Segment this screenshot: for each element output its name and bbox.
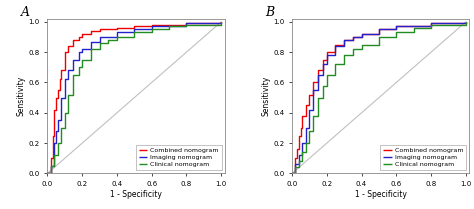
Imaging nomogram xyxy=(78,51,83,54)
Text: B: B xyxy=(265,6,274,19)
Combined nomogram xyxy=(300,115,305,117)
Combined nomogram xyxy=(45,172,50,175)
Imaging nomogram xyxy=(289,172,295,175)
Clinical nomogram xyxy=(88,48,94,50)
Combined nomogram xyxy=(73,39,79,41)
Clinical nomogram xyxy=(376,36,382,38)
Y-axis label: Sensitivity: Sensitivity xyxy=(17,76,26,116)
Clinical nomogram xyxy=(149,28,155,31)
Clinical nomogram xyxy=(294,166,300,169)
Clinical nomogram xyxy=(365,43,370,46)
Y-axis label: Sensitivity: Sensitivity xyxy=(261,76,270,116)
Clinical nomogram xyxy=(376,43,382,46)
Clinical nomogram xyxy=(65,93,71,96)
Combined nomogram xyxy=(58,69,64,72)
Imaging nomogram xyxy=(411,25,417,28)
Clinical nomogram xyxy=(219,21,224,23)
Combined nomogram xyxy=(324,51,329,54)
Imaging nomogram xyxy=(301,142,307,144)
Text: A: A xyxy=(21,6,30,19)
Combined nomogram xyxy=(350,36,356,38)
Imaging nomogram xyxy=(359,33,365,35)
Imaging nomogram xyxy=(210,22,215,25)
Imaging nomogram xyxy=(463,21,469,23)
Imaging nomogram xyxy=(297,154,303,157)
Combined nomogram xyxy=(131,25,137,28)
Line: Combined nomogram: Combined nomogram xyxy=(292,22,466,173)
Combined nomogram xyxy=(219,21,224,23)
Clinical nomogram xyxy=(393,36,399,38)
Clinical nomogram xyxy=(62,112,68,114)
Combined nomogram xyxy=(310,93,316,96)
Line: Combined nomogram: Combined nomogram xyxy=(47,22,221,173)
Combined nomogram xyxy=(463,21,469,23)
Clinical nomogram xyxy=(463,21,469,23)
Imaging nomogram xyxy=(56,119,62,122)
Combined nomogram xyxy=(55,96,60,99)
X-axis label: 1 - Specificity: 1 - Specificity xyxy=(110,190,162,199)
Clinical nomogram xyxy=(60,127,66,129)
Combined nomogram xyxy=(157,24,163,26)
X-axis label: 1 - Specificity: 1 - Specificity xyxy=(355,190,407,199)
Imaging nomogram xyxy=(315,89,321,91)
Combined nomogram xyxy=(289,172,295,175)
Legend: Combined nomogram, Imaging nomogram, Clinical nomogram: Combined nomogram, Imaging nomogram, Cli… xyxy=(136,145,221,170)
Line: Imaging nomogram: Imaging nomogram xyxy=(292,22,466,173)
Imaging nomogram xyxy=(78,51,84,54)
Clinical nomogram xyxy=(411,31,417,34)
Line: Clinical nomogram: Clinical nomogram xyxy=(47,22,221,173)
Imaging nomogram xyxy=(45,172,50,175)
Imaging nomogram xyxy=(305,127,310,129)
Line: Clinical nomogram: Clinical nomogram xyxy=(292,22,466,173)
Imaging nomogram xyxy=(166,25,172,28)
Combined nomogram xyxy=(143,25,149,28)
Imaging nomogram xyxy=(219,21,224,23)
Combined nomogram xyxy=(309,93,315,96)
Clinical nomogram xyxy=(45,172,50,175)
Imaging nomogram xyxy=(55,119,61,122)
Clinical nomogram xyxy=(149,31,155,34)
Line: Imaging nomogram: Imaging nomogram xyxy=(47,22,221,173)
Clinical nomogram xyxy=(289,172,295,175)
Combined nomogram xyxy=(299,127,304,129)
Legend: Combined nomogram, Imaging nomogram, Clinical nomogram: Combined nomogram, Imaging nomogram, Cli… xyxy=(380,145,466,170)
